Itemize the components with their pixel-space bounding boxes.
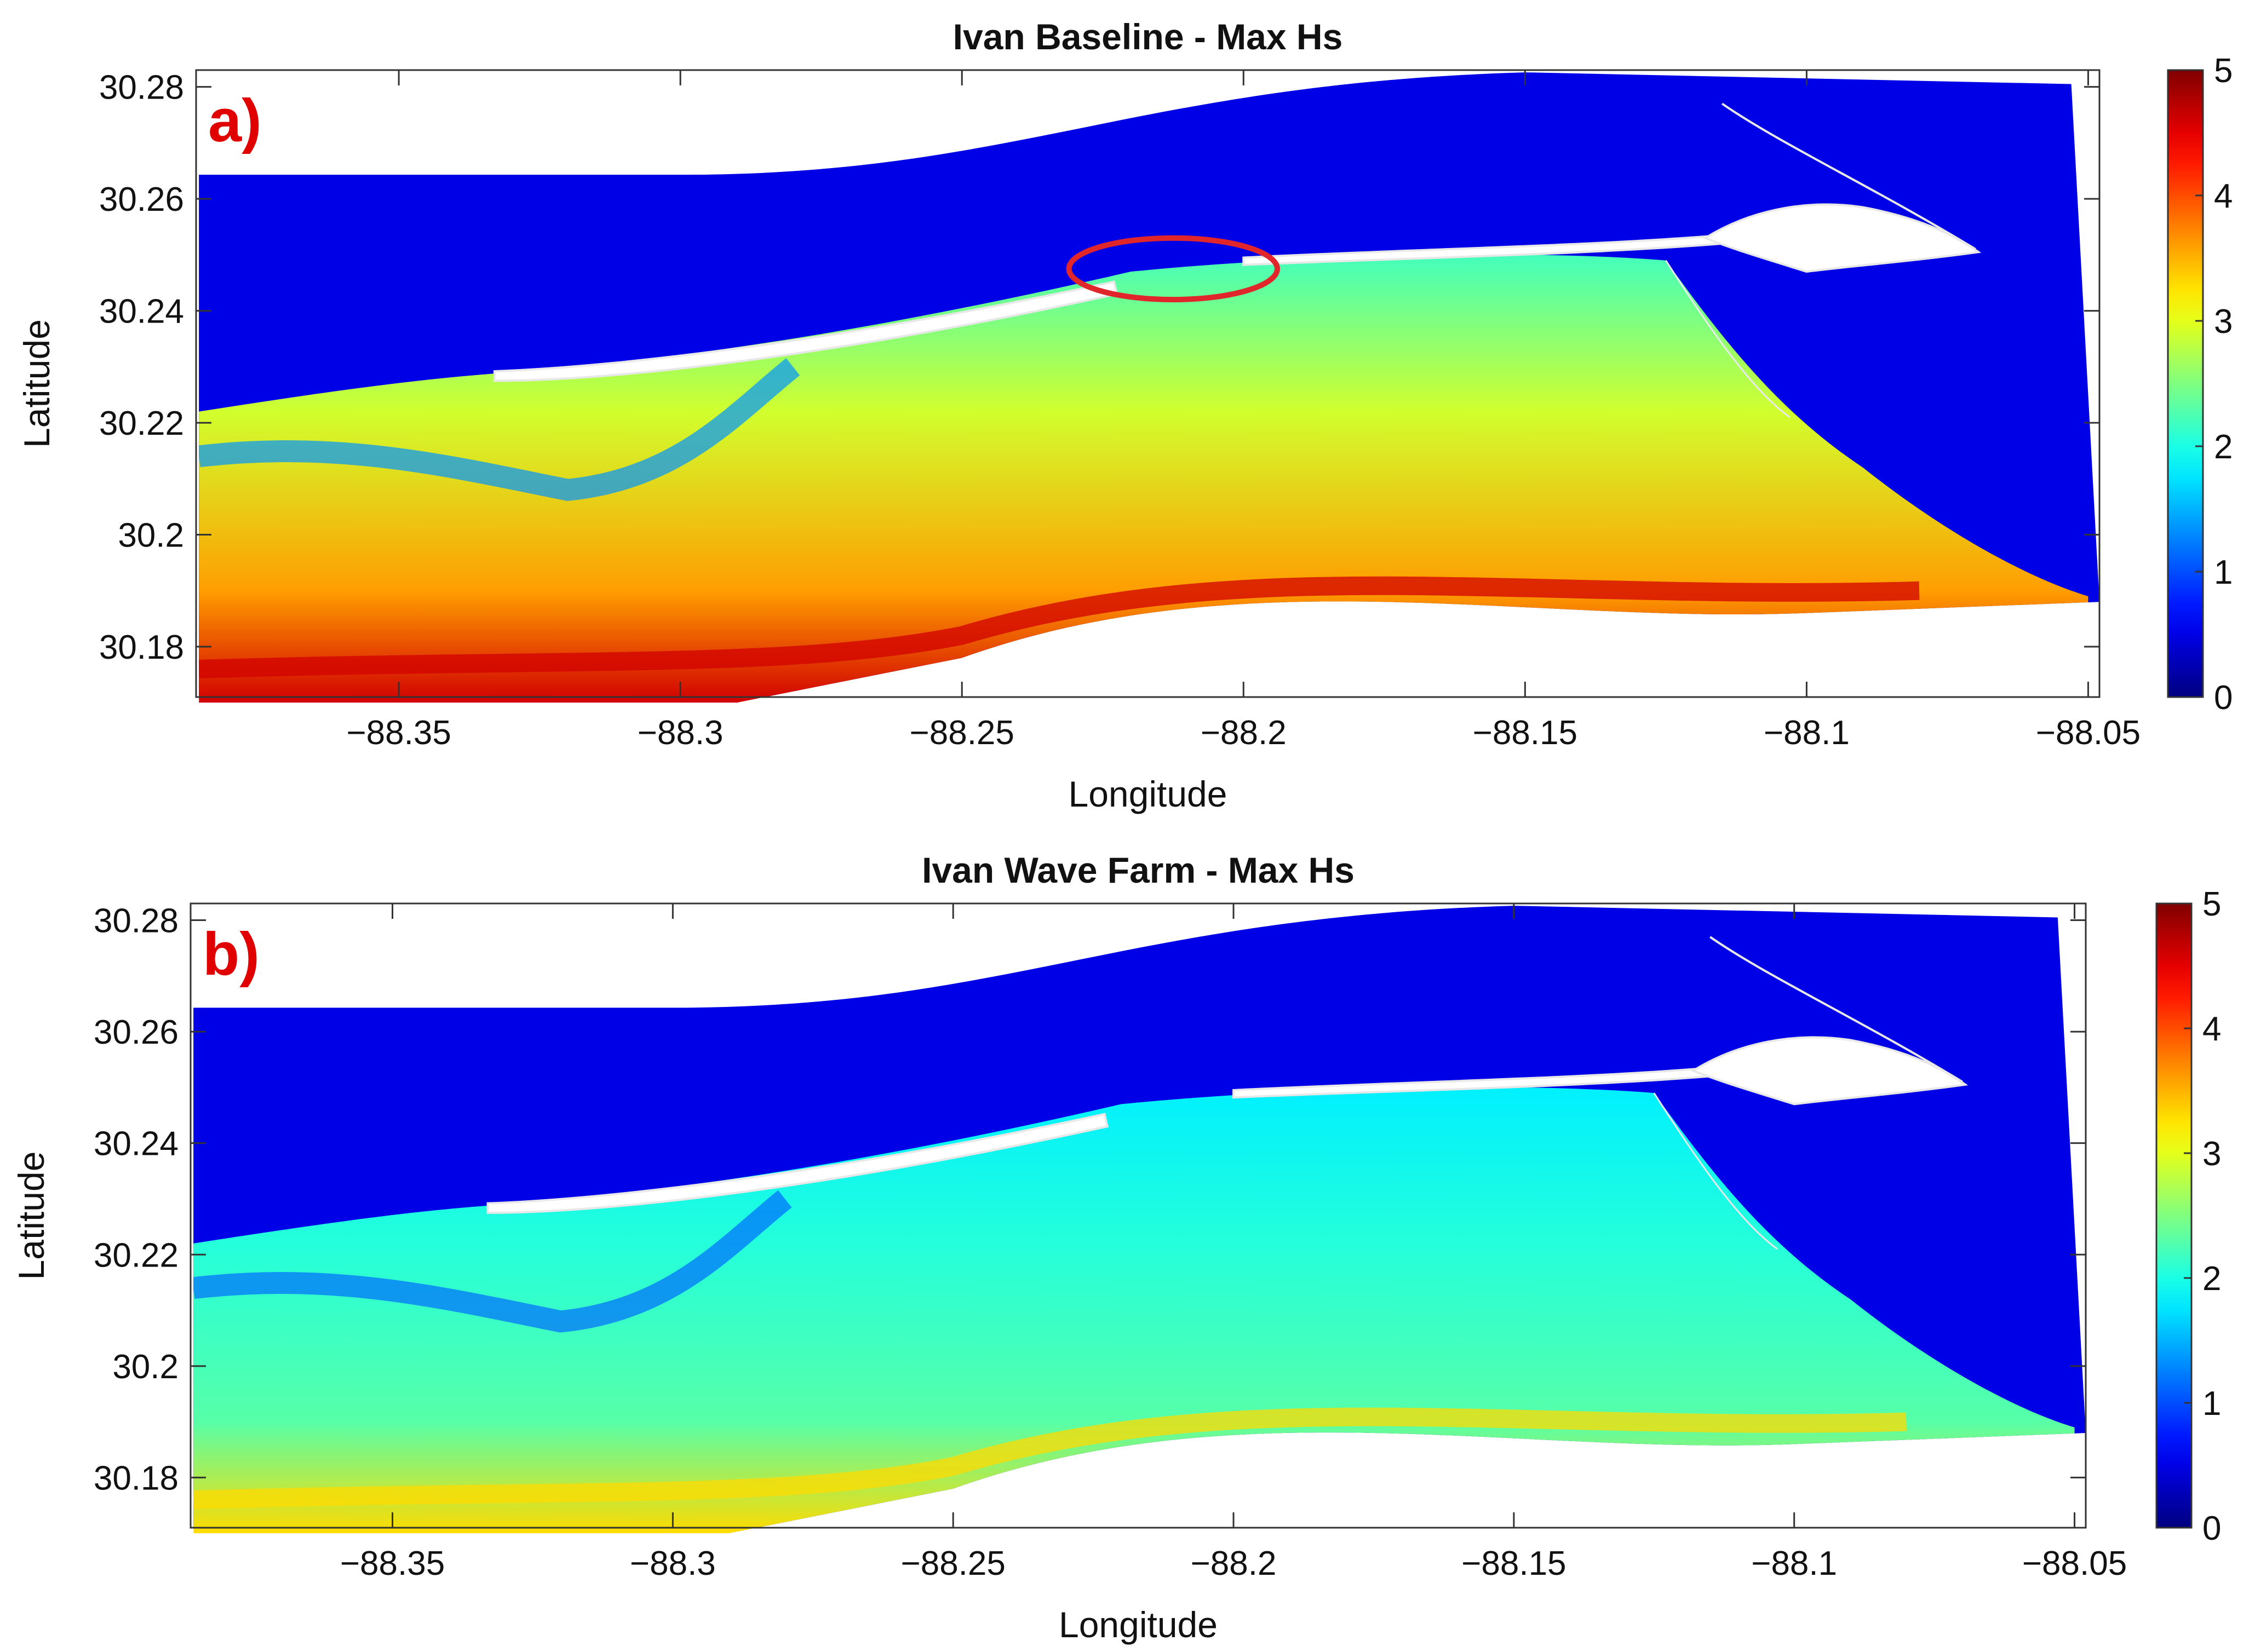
x-axis-label: Longitude: [1069, 774, 1227, 814]
x-tick-label: −88.3: [638, 714, 724, 752]
highlight-ellipse: [1066, 235, 1280, 303]
x-tick-label: −88.35: [346, 714, 451, 752]
southern-peak-band: [199, 576, 1920, 678]
panel-label: a): [208, 87, 262, 154]
x-tick-label: −88.05: [2036, 714, 2141, 752]
x-tick-label: −88.3: [630, 1545, 716, 1582]
transition-band: [193, 1190, 792, 1333]
colorbar-tick-label: 4: [2214, 177, 2233, 215]
panel-a: Ivan Baseline - Max Hs−88.35 −88.3 −88.25−…: [16, 16, 2233, 814]
y-tick-label: 30.24: [99, 293, 184, 331]
axes-frame: [195, 69, 2101, 698]
colorbar-tick-label: 2: [2202, 1260, 2221, 1298]
x-tick-label: −88.1: [1751, 1545, 1837, 1582]
colorbar: 0 1 2 3 4 5: [2167, 52, 2233, 717]
x-tick-label: −88.2: [1201, 714, 1287, 752]
shoal-contour: [1653, 1092, 1778, 1250]
colorbar-tick-label: 1: [2214, 554, 2233, 591]
barrier-island: [486, 1113, 1109, 1214]
x-tick-label: −88.15: [1473, 714, 1577, 752]
y-tick-label: 30.24: [94, 1125, 179, 1163]
x-tick-label: −88.35: [340, 1545, 445, 1582]
y-tick-label: 30.18: [99, 629, 184, 666]
colorbar-tick-label: 2: [2214, 428, 2233, 466]
y-tick-label: 30.28: [94, 902, 179, 940]
colorbar-scale: [2167, 69, 2204, 698]
colorbar-tick-label: 0: [2214, 679, 2233, 717]
panel-label: b): [203, 920, 260, 988]
x-tick-label: −88.25: [910, 714, 1014, 752]
transition-band: [199, 358, 800, 501]
colorbar-tick-label: 5: [2214, 52, 2233, 90]
shoal-contour: [1665, 260, 1791, 418]
southern-peak-band: [193, 1407, 1907, 1510]
colorbar: 0 1 2 3 4 5: [2155, 885, 2221, 1547]
y-axis-label: Latitude: [11, 1152, 51, 1280]
y-tick-label: 30.26: [99, 181, 184, 218]
y-tick-label: 30.22: [99, 405, 184, 442]
chart-title: Ivan Baseline - Max Hs: [953, 16, 1343, 57]
x-tick-label: −88.1: [1764, 714, 1850, 752]
hs-field: [199, 72, 2099, 703]
peninsula-landmass: [1702, 203, 1982, 273]
axes-frame: [190, 902, 2087, 1529]
chart-title: Ivan Wave Farm - Max Hs: [922, 850, 1355, 890]
y-axis-label: Latitude: [16, 319, 57, 448]
hs-field: [193, 906, 2086, 1534]
colorbar-tick-label: 5: [2202, 885, 2221, 923]
colorbar-tick-label: 0: [2202, 1510, 2221, 1547]
x-axis-label: Longitude: [1059, 1604, 1218, 1645]
colorbar-scale: [2155, 902, 2193, 1529]
x-tick-label: −88.2: [1191, 1545, 1277, 1582]
x-tick-label: −88.25: [901, 1545, 1006, 1582]
colorbar-tick-label: 1: [2202, 1385, 2221, 1423]
y-tick-label: 30.22: [94, 1236, 179, 1274]
y-tick-label: 30.18: [94, 1459, 179, 1497]
y-tick-label: 30.26: [94, 1014, 179, 1051]
shoreline-contour: [1709, 936, 1963, 1083]
panel-b: Ivan Wave Farm - Max Hs−88.35 −88.3 −88.25…: [11, 850, 2221, 1645]
peninsula-landmass: [1691, 1036, 1969, 1106]
colorbar-tick-label: 3: [2214, 303, 2233, 341]
x-tick-label: −88.05: [2022, 1545, 2127, 1582]
y-tick-label: 30.2: [112, 1348, 179, 1386]
y-tick-label: 30.28: [99, 69, 184, 107]
shoreline-contour: [1722, 102, 1976, 250]
x-tick-label: −88.15: [1461, 1545, 1566, 1582]
y-tick-label: 30.2: [118, 517, 184, 555]
colorbar-tick-label: 4: [2202, 1010, 2221, 1048]
colorbar-tick-label: 3: [2202, 1135, 2221, 1173]
